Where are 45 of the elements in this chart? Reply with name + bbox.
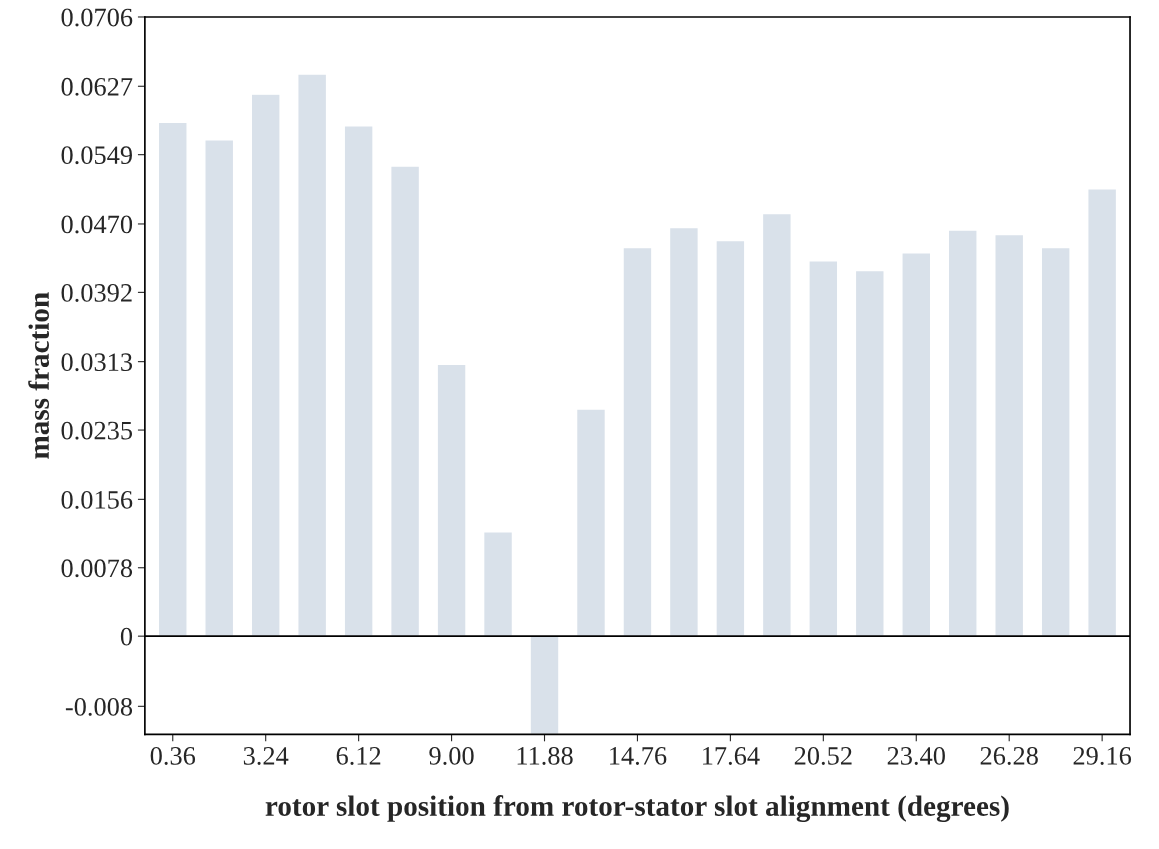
x-tick-label: 17.64 <box>703 747 760 765</box>
bar <box>436 363 467 637</box>
bar <box>482 531 514 637</box>
bar <box>529 635 560 735</box>
bar <box>1087 188 1118 637</box>
bar <box>1040 246 1071 637</box>
y-tick-label: 0.0313 <box>61 353 133 372</box>
bar <box>204 139 235 637</box>
y-tick-label: 0 <box>120 627 133 646</box>
x-tick-label: 26.28 <box>980 746 1038 765</box>
y-tick-label: 0.0627 <box>61 77 133 96</box>
bar <box>715 239 746 637</box>
y-tick-label: 0.0470 <box>61 215 133 234</box>
x-tick-label: 23.40 <box>887 746 945 765</box>
bar <box>901 252 932 637</box>
y-tick-label: 0.0706 <box>61 8 133 27</box>
x-tick-label: 11.88 <box>517 746 573 765</box>
x-axis-title: rotor slot position from rotor-stator slot alignment (degrees) <box>265 795 1009 823</box>
x-tick-label: 3.24 <box>243 747 289 765</box>
y-tick-label: 0.0078 <box>61 559 133 578</box>
bar <box>250 93 281 637</box>
x-tick-label: 0.36 <box>150 746 196 765</box>
bar <box>947 229 978 637</box>
x-tick-label: 20.52 <box>794 746 852 765</box>
y-tick-label: 0.0392 <box>61 283 132 302</box>
bar <box>622 246 653 637</box>
y-axis-title: mass fraction <box>28 292 50 459</box>
bar <box>854 269 885 637</box>
y-tick-label: 0.0549 <box>61 146 132 165</box>
x-tick-label: 29.16 <box>1073 747 1132 765</box>
bar <box>994 233 1025 637</box>
x-tick-label: 9.00 <box>429 746 474 765</box>
bar <box>157 121 188 637</box>
y-tick-label: 0.0156 <box>61 490 133 509</box>
y-tick-label: 0.0235 <box>61 421 133 440</box>
y-tick-label: -0.008 <box>65 697 133 716</box>
bar <box>343 125 374 637</box>
bar <box>390 165 421 637</box>
bar <box>297 73 328 637</box>
bar <box>575 408 607 637</box>
bar <box>668 226 700 637</box>
x-tick-label: 6.12 <box>336 747 381 765</box>
bar <box>808 260 839 637</box>
bar <box>761 212 792 637</box>
x-tick-label: 14.76 <box>610 747 667 765</box>
